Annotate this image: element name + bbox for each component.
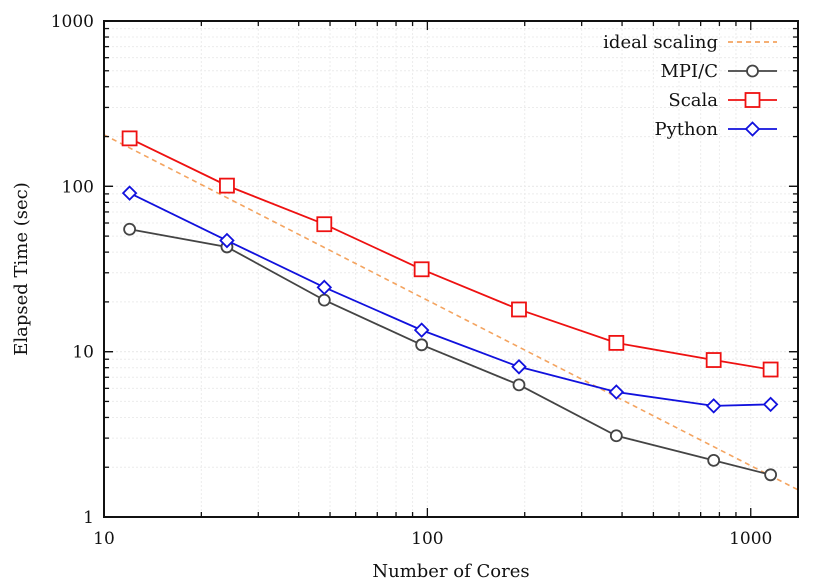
ticks [103, 20, 798, 518]
plot-frame [103, 20, 799, 518]
legend-label: ideal scaling [603, 32, 718, 53]
data-point-python [219, 232, 235, 249]
y-tick-label: 1 [83, 508, 94, 528]
legend-item-mpi-c: MPI/C [661, 61, 777, 82]
data-point-python [121, 185, 138, 201]
series-line-python [129, 192, 771, 407]
data-point-scala [762, 361, 779, 378]
legend-item-ideal-scaling: ideal scaling [603, 32, 777, 53]
data-point-scala [413, 261, 430, 278]
data-point-python [413, 322, 430, 338]
data-point-mpi-c [764, 468, 778, 482]
series-line-scala [129, 137, 771, 371]
data-point-mpi-c [123, 222, 137, 236]
data-point-mpi-c [317, 293, 331, 307]
series-line-mpi-c [129, 228, 771, 476]
legend: ideal scaling MPI/C Scala Python [603, 32, 777, 140]
data-point-scala [316, 216, 333, 233]
y-tick-label: 100 [62, 177, 94, 197]
data-point-python [316, 279, 333, 296]
y-axis-title: Elapsed Time (sec) [11, 182, 32, 356]
data-point-mpi-c [707, 453, 721, 467]
data-point-scala [121, 130, 138, 147]
series-ideal-scaling [104, 134, 798, 491]
legend-label: Python [654, 119, 718, 140]
x-tick-label: 10 [93, 529, 115, 549]
series-python [121, 185, 779, 414]
data-point-scala [219, 177, 235, 194]
x-tick-label: 100 [411, 529, 443, 549]
legend-item-scala: Scala [668, 90, 777, 111]
data-point-mpi-c [609, 429, 623, 443]
legend-label: MPI/C [661, 61, 719, 82]
data-point-scala [511, 301, 527, 318]
series-layer [104, 130, 798, 491]
x-axis-title: Number of Cores [372, 561, 529, 582]
y-tick-label: 10 [72, 343, 94, 363]
data-point-mpi-c [415, 338, 429, 352]
legend-label: Scala [668, 90, 718, 111]
legend-marker [744, 92, 761, 108]
data-point-python [705, 398, 722, 414]
data-point-scala [705, 352, 722, 368]
data-point-python [762, 396, 779, 413]
data-point-python [608, 384, 625, 400]
legend-marker [746, 64, 759, 78]
data-point-python [511, 359, 527, 375]
y-tick-label: 1000 [51, 12, 94, 32]
legend-item-python: Python [654, 119, 777, 140]
series-line-ideal-scaling [104, 134, 798, 491]
data-point-mpi-c [512, 378, 526, 392]
legend-marker [744, 121, 761, 137]
x-tick-label: 1000 [729, 529, 772, 549]
data-point-scala [608, 334, 625, 351]
series-scala [121, 130, 779, 378]
